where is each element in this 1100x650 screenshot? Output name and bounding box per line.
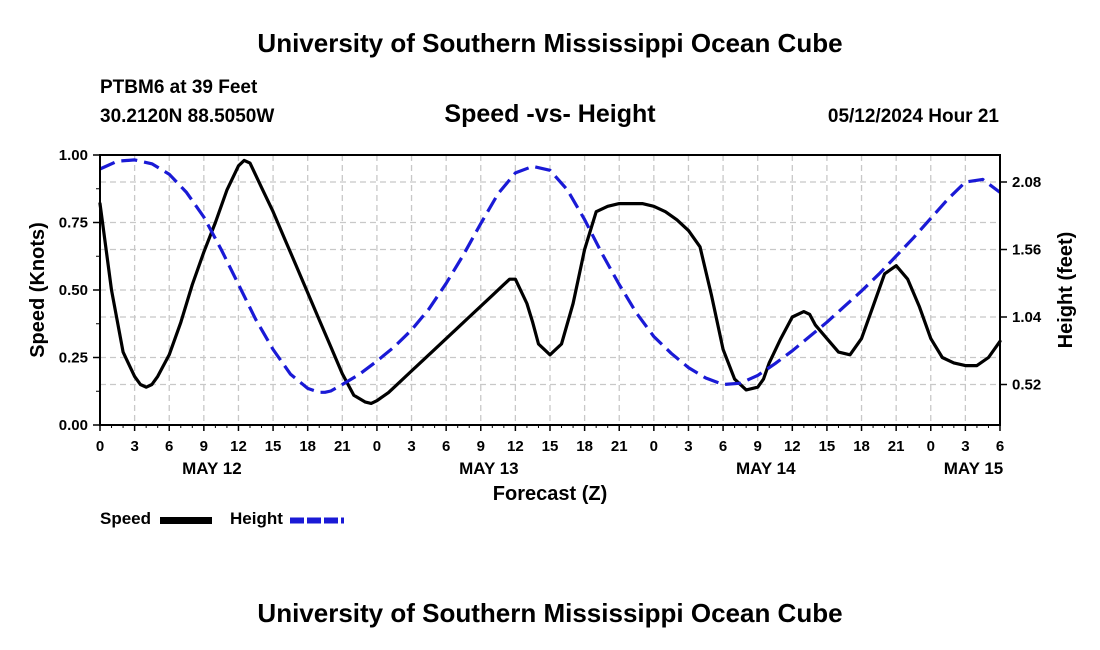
y2-axis: 0.52 1.04 1.56 2.08 bbox=[1000, 174, 1042, 394]
x-tick-label: 3 bbox=[130, 438, 138, 455]
legend-swatch-height bbox=[290, 517, 344, 524]
y-tick-label: 1.00 bbox=[59, 147, 88, 164]
station-label: PTBM6 at 39 Feet bbox=[100, 77, 258, 98]
x-tick-label: 18 bbox=[576, 438, 593, 455]
x-tick-label: 18 bbox=[853, 438, 870, 455]
x-tick-label: 0 bbox=[373, 438, 381, 455]
y2-tick-label: 0.52 bbox=[1012, 377, 1041, 394]
title-bottom: University of Southern Mississippi Ocean… bbox=[257, 598, 843, 628]
y-tick-label: 0.25 bbox=[59, 350, 88, 367]
x-tick-label: 12 bbox=[230, 438, 247, 455]
x-tick-label: 6 bbox=[996, 438, 1004, 455]
coords-label: 30.2120N 88.5050W bbox=[100, 106, 275, 127]
x-tick-label: 0 bbox=[650, 438, 658, 455]
series-line-height bbox=[99, 158, 1001, 394]
y2-tick-label: 1.56 bbox=[1012, 242, 1041, 259]
x-tick-label: 12 bbox=[507, 438, 524, 455]
x-tick-label: 21 bbox=[611, 438, 628, 455]
y2-tick-label: 1.04 bbox=[1012, 309, 1042, 326]
series-layer bbox=[98, 158, 1002, 405]
x-tick-label: 3 bbox=[684, 438, 692, 455]
grid bbox=[100, 155, 1000, 425]
x-axis-label: Forecast (Z) bbox=[493, 483, 607, 505]
x-tick-label: 9 bbox=[477, 438, 485, 455]
x-tick-label: 18 bbox=[299, 438, 316, 455]
y-axis-label: Speed (Knots) bbox=[27, 222, 49, 358]
x-tick-label: 6 bbox=[442, 438, 450, 455]
chart-svg: 0 3 6 9 12 15 18 21 0 3 6 9 12 15 18 21 0 3 6 9 12 15 18 21 0 3 6M… bbox=[27, 147, 1077, 505]
series-line-speed bbox=[98, 158, 1002, 405]
x-tick-label: 15 bbox=[542, 438, 559, 455]
x-tick-label: 6 bbox=[165, 438, 173, 455]
x-tick-label: 0 bbox=[927, 438, 935, 455]
x-tick-label: 21 bbox=[888, 438, 905, 455]
y2-tick-label: 2.08 bbox=[1012, 174, 1041, 191]
date-label: MAY 15 bbox=[944, 459, 1004, 478]
x-tick-label: 3 bbox=[961, 438, 969, 455]
y-tick-label: 0.00 bbox=[59, 417, 88, 434]
date-label: MAY 12 bbox=[182, 459, 242, 478]
y-tick-label: 0.50 bbox=[59, 282, 88, 299]
x-tick-label: 21 bbox=[334, 438, 351, 455]
x-tick-label: 0 bbox=[96, 438, 104, 455]
x-tick-label: 12 bbox=[784, 438, 801, 455]
x-tick-label: 9 bbox=[754, 438, 762, 455]
y2-axis-label: Height (feet) bbox=[1055, 232, 1077, 349]
y-tick-label: 0.75 bbox=[59, 215, 88, 232]
legend-label-speed: Speed bbox=[100, 509, 152, 528]
x-tick-label: 15 bbox=[819, 438, 836, 455]
legend-label-height: Height bbox=[230, 509, 283, 528]
y-axis: 0.00 0.25 0.50 0.75 1.00 bbox=[59, 147, 100, 434]
date-label: MAY 14 bbox=[736, 459, 796, 478]
datetime-label: 05/12/2024 Hour 21 bbox=[827, 106, 999, 127]
title-top: University of Southern Mississippi Ocean… bbox=[257, 28, 843, 58]
date-label: MAY 13 bbox=[459, 459, 519, 478]
chart-title: Speed -vs- Height bbox=[444, 100, 656, 128]
x-tick-label: 15 bbox=[265, 438, 282, 455]
x-axis: 0 3 6 9 12 15 18 21 0 3 6 9 12 15 18 21 0 3 6 9 12 15 18 21 0 3 6M… bbox=[96, 425, 1004, 478]
x-tick-label: 6 bbox=[719, 438, 727, 455]
x-tick-label: 9 bbox=[200, 438, 208, 455]
legend-swatch-speed bbox=[160, 517, 212, 524]
x-tick-label: 3 bbox=[407, 438, 415, 455]
